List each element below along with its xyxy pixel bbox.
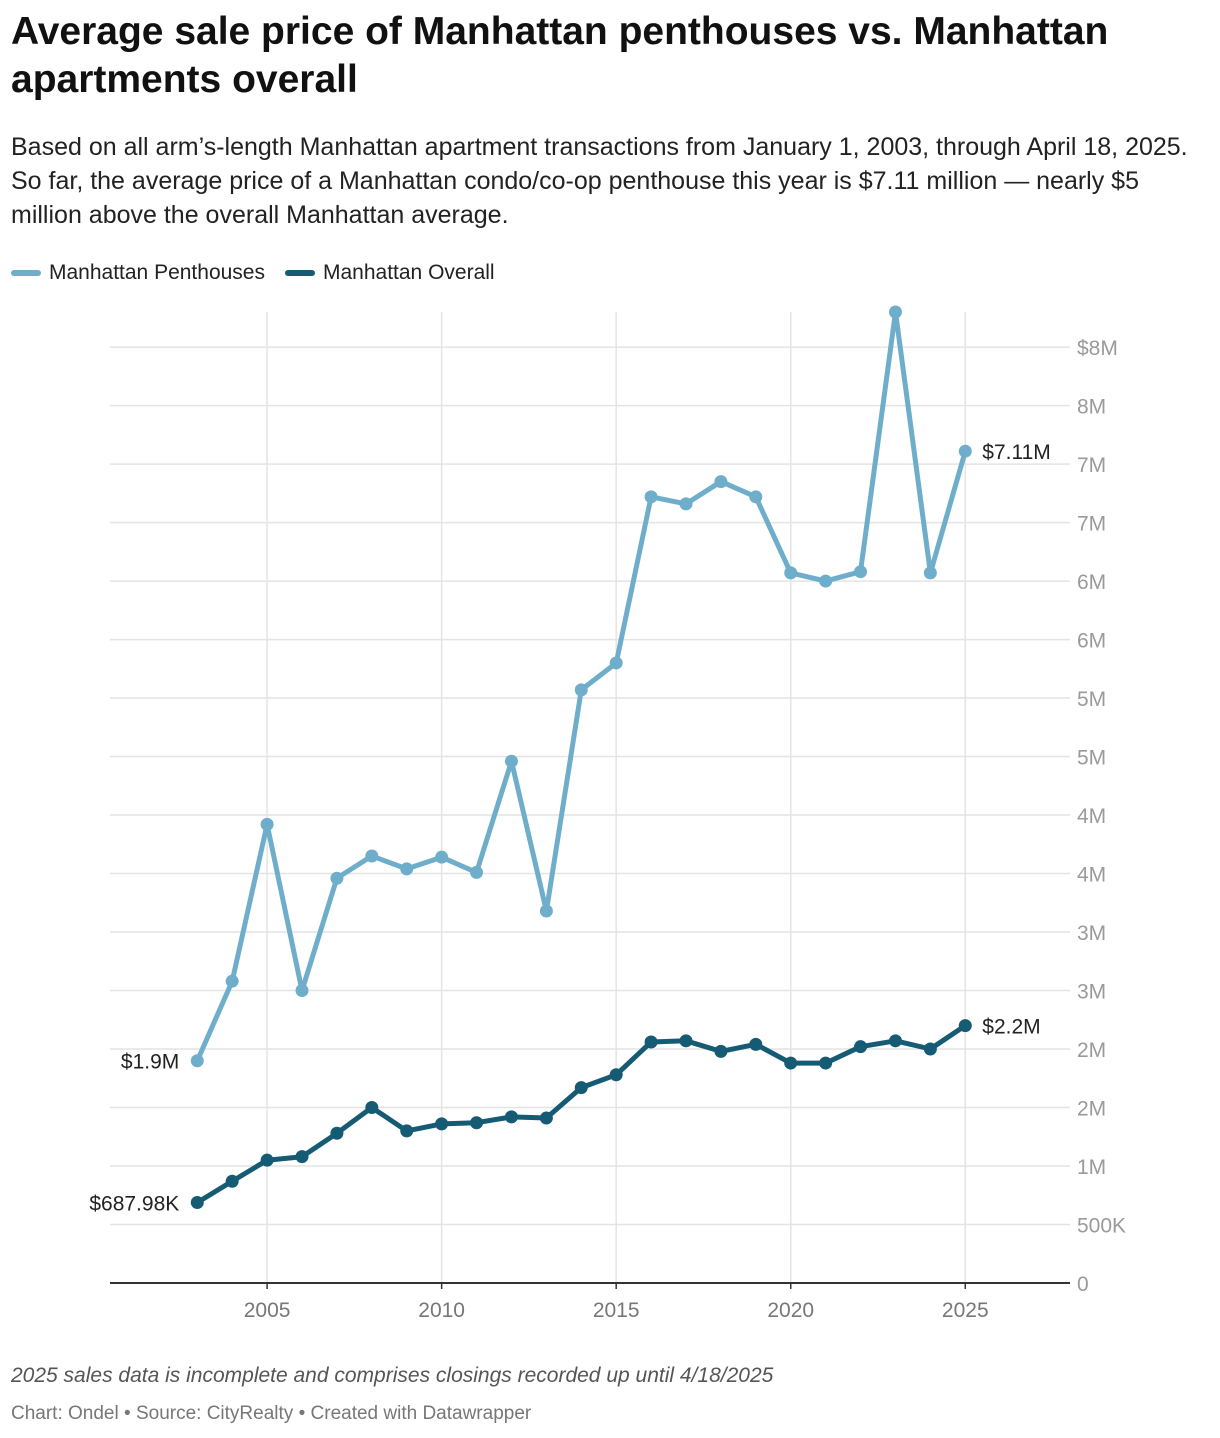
start-value-label: $1.9M (121, 1051, 179, 1074)
y-tick-label: 6M (1077, 630, 1106, 653)
y-tick-label: 4M (1077, 864, 1106, 887)
credit-chart: Chart: Ondel (11, 1403, 119, 1424)
data-point (854, 565, 868, 579)
legend-label-penthouses: Manhattan Penthouses (49, 261, 265, 284)
start-value-label: $687.98K (89, 1193, 179, 1216)
data-point (190, 1196, 204, 1210)
legend-label-overall: Manhattan Overall (323, 261, 495, 284)
data-point (784, 1056, 798, 1070)
credit-source: Source: CityRealty (135, 1403, 294, 1424)
credit-line: Chart: Ondel • Source: CityRealty • Crea… (11, 1403, 531, 1425)
y-tick-label: 0 (1077, 1273, 1089, 1296)
data-point (784, 566, 798, 580)
data-point (330, 871, 344, 885)
data-point (923, 1042, 937, 1056)
y-tick-label: 5M (1077, 688, 1106, 711)
data-point (714, 1044, 728, 1058)
data-point (888, 1034, 902, 1048)
legend-swatch-overall (285, 270, 315, 276)
legend-item-penthouses: Manhattan Penthouses (11, 261, 265, 285)
data-point (958, 1019, 972, 1033)
credit-created: Created with Datawrapper (310, 1403, 532, 1424)
data-point (435, 1117, 449, 1131)
end-value-label: $7.11M (982, 441, 1051, 464)
credit-separator: • (293, 1403, 311, 1424)
data-point (749, 1037, 763, 1051)
y-tick-label: 5M (1077, 747, 1106, 770)
data-point (609, 656, 623, 670)
y-tick-label: 7M (1077, 454, 1106, 477)
data-point (714, 475, 728, 489)
y-tick-label: 6M (1077, 571, 1106, 594)
data-point (295, 984, 309, 998)
data-point (609, 1068, 623, 1082)
data-point (365, 1101, 379, 1115)
y-tick-label: 8M (1077, 396, 1106, 419)
chart-title: Average sale price of Manhattan penthous… (11, 10, 1109, 101)
data-point (539, 904, 553, 918)
data-point (888, 305, 902, 319)
y-tick-label: 2M (1077, 1098, 1106, 1121)
x-tick-label: 2025 (942, 1299, 989, 1322)
data-point (470, 1116, 484, 1130)
data-point (504, 1110, 518, 1124)
data-point (819, 574, 833, 588)
data-point (470, 865, 484, 879)
data-point (574, 683, 588, 697)
y-tick-label: 1M (1077, 1156, 1106, 1179)
chart-subtitle: Based on all arm’s-length Manhattan apar… (11, 133, 1188, 229)
data-point (679, 497, 693, 511)
data-point (400, 1124, 414, 1138)
data-point (190, 1054, 204, 1068)
footnote: 2025 sales data is incomplete and compri… (11, 1364, 774, 1387)
data-point (435, 850, 449, 864)
legend: Manhattan Penthouses Manhattan Overall (11, 258, 495, 288)
y-tick-label: 500K (1077, 1215, 1126, 1238)
y-tick-label: 2M (1077, 1039, 1106, 1062)
data-point (365, 849, 379, 863)
credit-separator: • (118, 1403, 136, 1424)
data-point (539, 1111, 553, 1125)
data-point (644, 490, 658, 504)
legend-swatch-penthouses (11, 270, 41, 276)
data-point (749, 490, 763, 504)
end-value-label: $2.2M (982, 1016, 1040, 1039)
series-line-overall (194, 1023, 968, 1205)
data-point (260, 1153, 274, 1167)
data-point (225, 1174, 239, 1188)
data-point (504, 754, 518, 768)
x-tick-label: 2015 (593, 1299, 640, 1322)
data-point (854, 1040, 868, 1054)
data-point (679, 1034, 693, 1048)
legend-item-overall: Manhattan Overall (285, 261, 495, 285)
y-tick-label: 3M (1077, 922, 1106, 945)
y-tick-label: $8M (1077, 337, 1118, 360)
data-point (574, 1081, 588, 1095)
x-tick-label: 2020 (767, 1299, 814, 1322)
data-point (819, 1056, 833, 1070)
data-point (260, 817, 274, 831)
x-tick-label: 2005 (244, 1299, 291, 1322)
y-tick-label: 7M (1077, 513, 1106, 536)
y-tick-label: 4M (1077, 805, 1106, 828)
data-point (330, 1126, 344, 1140)
data-point (400, 862, 414, 876)
x-tick-label: 2010 (418, 1299, 465, 1322)
data-point (295, 1150, 309, 1164)
data-point (644, 1035, 658, 1049)
y-tick-label: 3M (1077, 981, 1106, 1004)
data-point (958, 444, 972, 458)
data-point (923, 566, 937, 580)
data-point (225, 974, 239, 988)
